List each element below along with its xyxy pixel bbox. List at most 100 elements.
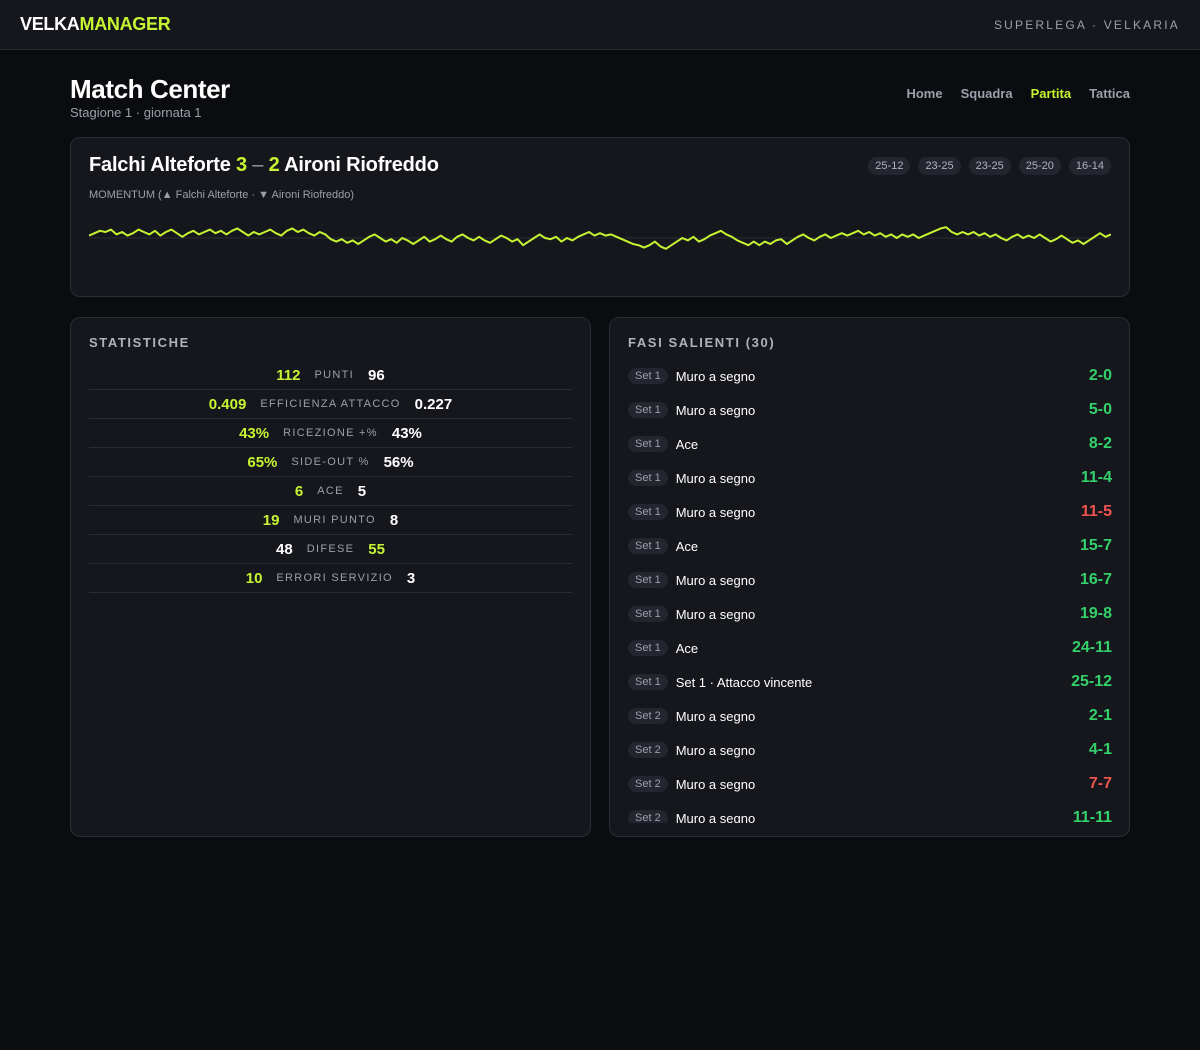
highlight-score: 11-4	[1080, 469, 1112, 486]
highlight-item[interactable]: Set 2 Muro a segno 2-1	[628, 699, 1112, 733]
set-score-pill: 16-14	[1068, 157, 1111, 175]
set-score-pill: 25-20	[1018, 157, 1061, 175]
stat-home-value: 43%	[239, 424, 270, 442]
highlight-text: Ace	[675, 640, 699, 656]
stat-row: 112 PUNTI 96	[89, 361, 572, 390]
stats-card: STATISTICHE 112 PUNTI 96 0.409 EFFICIENZA AT…	[70, 317, 591, 837]
stat-row: 43% RICEZIONE +% 43%	[89, 419, 572, 448]
score-dash: –	[252, 154, 264, 176]
highlight-text: Muro a segno	[675, 606, 756, 622]
nav-squadra[interactable]: Squadra	[960, 86, 1013, 101]
nav-partita[interactable]: Partita	[1030, 86, 1072, 101]
stats-title: STATISTICHE	[89, 335, 190, 350]
stat-away-value: 5	[357, 482, 367, 500]
highlight-score: 11-5	[1080, 503, 1112, 520]
highlight-item[interactable]: Set 2 Muro a segno 7-7	[628, 767, 1112, 801]
highlight-set-badge: Set 1	[628, 674, 668, 690]
highlight-item[interactable]: Set 1 Muro a segno 5-0	[628, 393, 1112, 427]
away-team-name: Aironi Riofreddo	[284, 154, 439, 176]
highlight-score: 2-0	[1088, 367, 1112, 384]
highlight-text: Muro a segno	[675, 402, 756, 418]
highlight-item[interactable]: Set 1 Muro a segno 11-4	[628, 461, 1112, 495]
stat-label: ACE	[317, 485, 344, 497]
highlight-item[interactable]: Set 1 Ace 24-11	[628, 631, 1112, 665]
highlight-set-badge: Set 2	[628, 776, 668, 792]
highlight-text: Muro a segno	[675, 810, 756, 824]
home-score: 3	[236, 154, 247, 176]
highlights-card: FASI SALIENTI (30) Set 1 Muro a segno 2-0 S…	[609, 317, 1130, 837]
logo-text-primary: VELKA	[20, 14, 80, 34]
stat-home-value: 48	[276, 540, 293, 558]
highlight-set-badge: Set 2	[628, 708, 668, 724]
stat-row: 19 MURI PUNTO 8	[89, 506, 572, 535]
stat-home-value: 19	[262, 511, 280, 529]
stats-table: 112 PUNTI 96 0.409 EFFICIENZA ATTACCO 0.227 43…	[89, 361, 572, 593]
highlight-score: 2-1	[1088, 707, 1112, 724]
set-score-pill: 23-25	[968, 157, 1011, 175]
highlight-text: Muro a segno	[675, 470, 756, 486]
stat-label: DIFESE	[306, 543, 355, 555]
highlight-item[interactable]: Set 2 Muro a segno 4-1	[628, 733, 1112, 767]
stat-home-value: 65%	[247, 453, 278, 471]
stat-away-value: 8	[389, 511, 399, 529]
highlight-set-badge: Set 1	[628, 572, 668, 588]
highlight-item[interactable]: Set 1 Ace 8-2	[628, 427, 1112, 461]
stat-home-value: 6	[294, 482, 304, 500]
highlight-item[interactable]: Set 1 Ace 15-7	[628, 529, 1112, 563]
momentum-label: MOMENTUM (▲ Falchi Alteforte · ▼ Aironi …	[89, 189, 355, 201]
top-bar: VELKAMANAGER SUPERLEGA · VELKARIA	[0, 0, 1200, 50]
highlight-score: 24-11	[1071, 639, 1112, 656]
highlight-text: Set 1 · Attacco vincente	[675, 674, 813, 690]
main-nav: Home Squadra Partita Tattica	[906, 86, 1130, 101]
league-label: SUPERLEGA · VELKARIA	[993, 17, 1180, 32]
stat-away-value: 43%	[391, 424, 422, 442]
highlight-item[interactable]: Set 1 Muro a segno 16-7	[628, 563, 1112, 597]
highlight-score: 25-12	[1071, 673, 1112, 690]
stat-row: 65% SIDE-OUT % 56%	[89, 448, 572, 477]
stat-label: RICEZIONE +%	[283, 427, 378, 439]
momentum-chart	[89, 226, 1111, 250]
highlight-set-badge: Set 1	[628, 368, 668, 384]
highlight-item[interactable]: Set 1 Set 1 · Attacco vincente 25-12	[628, 665, 1112, 699]
highlight-score: 4-1	[1088, 741, 1112, 758]
set-scores: 25-12 23-25 23-25 25-20 16-14	[868, 157, 1111, 175]
stat-label: MURI PUNTO	[293, 514, 376, 526]
highlight-score: 15-7	[1079, 537, 1112, 554]
highlight-score: 19-8	[1079, 605, 1112, 622]
match-score-line: Falchi Alteforte 3 – 2 Aironi Riofreddo	[89, 154, 439, 177]
highlight-item[interactable]: Set 1 Muro a segno 11-5	[628, 495, 1112, 529]
stat-row: 0.409 EFFICIENZA ATTACCO 0.227	[89, 390, 572, 419]
highlight-text: Muro a segno	[675, 368, 756, 384]
highlight-set-badge: Set 2	[628, 742, 668, 758]
stat-home-value: 0.409	[208, 395, 247, 413]
highlight-text: Muro a segno	[675, 708, 756, 724]
stat-row: 10 ERRORI SERVIZIO 3	[89, 564, 572, 593]
stat-away-value: 3	[406, 569, 416, 587]
highlight-score: 5-0	[1088, 401, 1112, 418]
stat-away-value: 96	[368, 366, 385, 384]
app-logo[interactable]: VELKAMANAGER	[20, 14, 171, 35]
highlight-set-badge: Set 1	[628, 436, 668, 452]
highlight-text: Muro a segno	[675, 504, 756, 520]
highlight-set-badge: Set 1	[628, 606, 668, 622]
stat-away-value: 0.227	[414, 395, 453, 413]
stat-label: PUNTI	[314, 369, 354, 381]
highlight-set-badge: Set 2	[628, 810, 668, 823]
away-score: 2	[268, 154, 280, 176]
page-subtitle: Stagione 1 · giornata 1	[70, 105, 202, 120]
stat-away-value: 56%	[383, 453, 414, 471]
highlight-set-badge: Set 1	[628, 402, 668, 418]
logo-text-accent: MANAGER	[79, 14, 171, 34]
highlight-item[interactable]: Set 2 Muro a segno 11-11	[628, 801, 1112, 823]
stat-home-value: 112	[276, 366, 301, 384]
highlight-item[interactable]: Set 1 Muro a segno 19-8	[628, 597, 1112, 631]
highlight-text: Muro a segno	[675, 572, 756, 588]
highlight-item[interactable]: Set 1 Muro a segno 2-0	[628, 359, 1112, 393]
highlights-list[interactable]: Set 1 Muro a segno 2-0 Set 1 Muro a segno 5-0…	[628, 359, 1112, 823]
match-summary-card: Falchi Alteforte 3 – 2 Aironi Riofreddo …	[70, 137, 1130, 297]
highlight-text: Ace	[675, 436, 699, 452]
nav-tattica[interactable]: Tattica	[1089, 86, 1130, 101]
highlight-score: 7-7	[1088, 775, 1112, 792]
nav-home[interactable]: Home	[906, 86, 943, 101]
highlight-text: Muro a segno	[675, 742, 756, 758]
